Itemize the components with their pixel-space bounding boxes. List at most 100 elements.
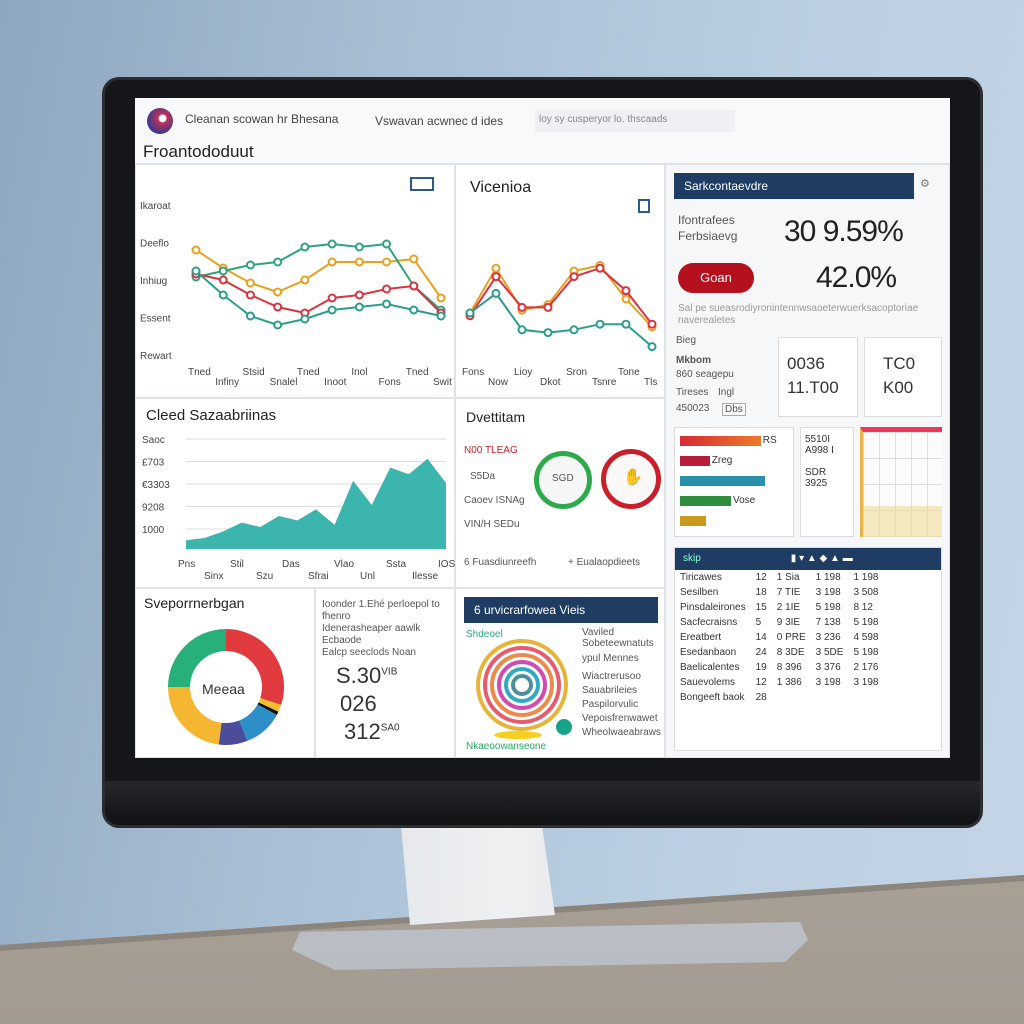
x-tick-label: IOS (438, 559, 456, 570)
x-tick-label: Inoot (324, 377, 346, 388)
x-tick-label: Stil (230, 559, 244, 570)
data-point (436, 311, 446, 321)
gauges-panel: Dvettitam N00 TLEAG S5Da Caoev ISNAg VIN… (455, 398, 665, 588)
data-point (382, 299, 392, 309)
nav-tab[interactable]: Vswavan acwnec d ides (375, 114, 504, 128)
data-table: skip ▮ ▾ ▲ ◆ ▲ ▬ Tiricawes 12 1 Sia 1 198 1 1… (674, 547, 942, 751)
calendar-highlight (863, 505, 942, 537)
gauge-label: Caoev ISNAg (464, 495, 525, 506)
stat-sup: SA0 (380, 722, 400, 734)
mini-label: Tireses (676, 387, 709, 398)
table-row[interactable]: Ereatbert 14 0 PRE 3 236 4 598 (675, 630, 883, 645)
data-point (245, 311, 255, 321)
table-cell: 9 3IE (776, 617, 801, 628)
gauge-ring-red: ✋ (601, 449, 661, 509)
table-cell: 5 (755, 617, 762, 628)
table-cell: 12 (755, 572, 767, 583)
rings-panel: 6 urvicrarfowea Vieis Shdeoel Nkaeoowans… (455, 588, 665, 758)
lightbulb-icon: ✋ (623, 469, 643, 486)
stats-text: Ealcp seeclods Noan (322, 647, 416, 658)
stats-text: Idenerasheaper aawlk Ecbaode (322, 623, 421, 646)
y-tick-label: Saoc (142, 435, 165, 446)
table-cell (848, 690, 883, 705)
x-tick-label: Sfrai (308, 571, 329, 582)
table-cell: 5 198 (853, 617, 879, 628)
table-cell: 19 (755, 662, 767, 673)
table-cell: 5 198 (815, 602, 841, 613)
table-cell: Tiricawes (680, 572, 722, 583)
x-tick-label: Stsid (242, 367, 264, 378)
data-point (595, 319, 605, 329)
mini-box-value: K00 (883, 378, 914, 397)
data-point (273, 302, 283, 312)
kpi-label: Ifontrafees (678, 213, 735, 227)
table-cell: 1 Sia (776, 572, 800, 583)
data-point (621, 294, 631, 304)
mini-stat: 3925 (805, 478, 828, 489)
data-point (543, 302, 553, 312)
stats-panel: Ioonder 1.Ehé perloepol to fhenro Idener… (315, 588, 455, 758)
kpi-column: Sarkcontaevdre ⚙ Ifontrafees Ferbsiaevg … (665, 164, 950, 758)
donut-panel: Sveporrnerbgan Meeaa (135, 588, 315, 758)
table-cell: Bongeeft baok (680, 692, 745, 703)
table-row[interactable]: Sesilben 18 7 TIE 3 198 3 508 (675, 585, 883, 600)
settings-icon[interactable]: ⚙ (920, 178, 930, 190)
mini-value: 450023 (676, 403, 710, 414)
hbar: RS (680, 435, 777, 446)
search-input[interactable]: loy sy cusperyor lo. thscaads (535, 110, 735, 132)
table-cell: 24 (755, 647, 767, 658)
expand-icon[interactable] (638, 199, 650, 213)
data-point (465, 308, 475, 318)
table-cell: 14 (755, 632, 767, 643)
goan-button[interactable]: Goan (678, 263, 754, 293)
table-cell: Baelicalentes (680, 662, 740, 673)
table-row[interactable]: Pinsdaleirones 15 2 1IE 5 198 8 12 (675, 600, 883, 615)
legend-top: Vaviled Sobeteewnatuts (582, 627, 654, 649)
x-tick-label: Sron (566, 367, 587, 378)
table-cell: 1 198 (853, 572, 879, 583)
y-tick-label: Inhiug (140, 276, 167, 287)
table-cell: 3 198 (815, 677, 841, 688)
mini-stat: SDR (805, 467, 827, 478)
table-cell: 3 508 (853, 587, 879, 598)
table-row[interactable]: Tiricawes 12 1 Sia 1 198 1 198 (675, 570, 883, 585)
hbar (680, 476, 765, 486)
data-point (382, 284, 392, 294)
data-point (543, 328, 553, 338)
expand-icon[interactable] (410, 177, 434, 191)
y-tick-label: Ikaroat (140, 201, 171, 212)
x-tick-label: Fons (462, 367, 484, 378)
table-cell: 1 386 (776, 677, 802, 688)
mini-value: Ingl (718, 387, 735, 398)
data-point (327, 305, 337, 315)
data-point (327, 257, 337, 267)
table-row[interactable]: Esedanbaon 24 8 3DE 3 5DE 5 198 (675, 645, 883, 660)
table-header-label: skip (683, 553, 701, 564)
x-tick-label: Tls (644, 377, 657, 388)
table-cell: 12 (755, 677, 767, 688)
gauge-item-label: + Eualaopdieets (568, 557, 641, 568)
table-row[interactable]: Baelicalentes 19 8 396 3 376 2 176 (675, 660, 883, 675)
legend-head: ypul Mennes (582, 653, 639, 664)
table-row[interactable]: Sauevolems 12 1 386 3 198 3 198 (675, 675, 883, 690)
donut-slice (218, 720, 248, 745)
data-point (595, 263, 605, 273)
app-title: Cleanan scowan hr Bhesana (185, 112, 339, 126)
logo-icon[interactable] (147, 108, 173, 134)
data-point (354, 257, 364, 267)
data-point (273, 287, 283, 297)
mini-box-value: TC0 (883, 354, 916, 373)
legend-item: Vepoisfrenwawet (582, 713, 658, 724)
table-cell: 4 598 (853, 632, 879, 643)
data-point (300, 314, 310, 324)
data-point (382, 239, 392, 249)
donut-slice (258, 698, 282, 712)
table-header-icons[interactable]: ▮ ▾ ▲ ◆ ▲ ▬ (790, 553, 853, 564)
rings-label: Shdeoel (466, 629, 503, 640)
table-row[interactable]: Sacfecraisns 5 9 3IE 7 138 5 198 (675, 615, 883, 630)
x-tick-label: Dkot (540, 377, 561, 388)
legend-item: Sauabrileies (582, 685, 638, 696)
table-row[interactable]: Bongeeft baok 28 (675, 690, 883, 705)
x-tick-label: Unl (360, 571, 375, 582)
monitor: Cleanan scowan hr Bhesana Vswavan acwnec… (105, 80, 980, 825)
